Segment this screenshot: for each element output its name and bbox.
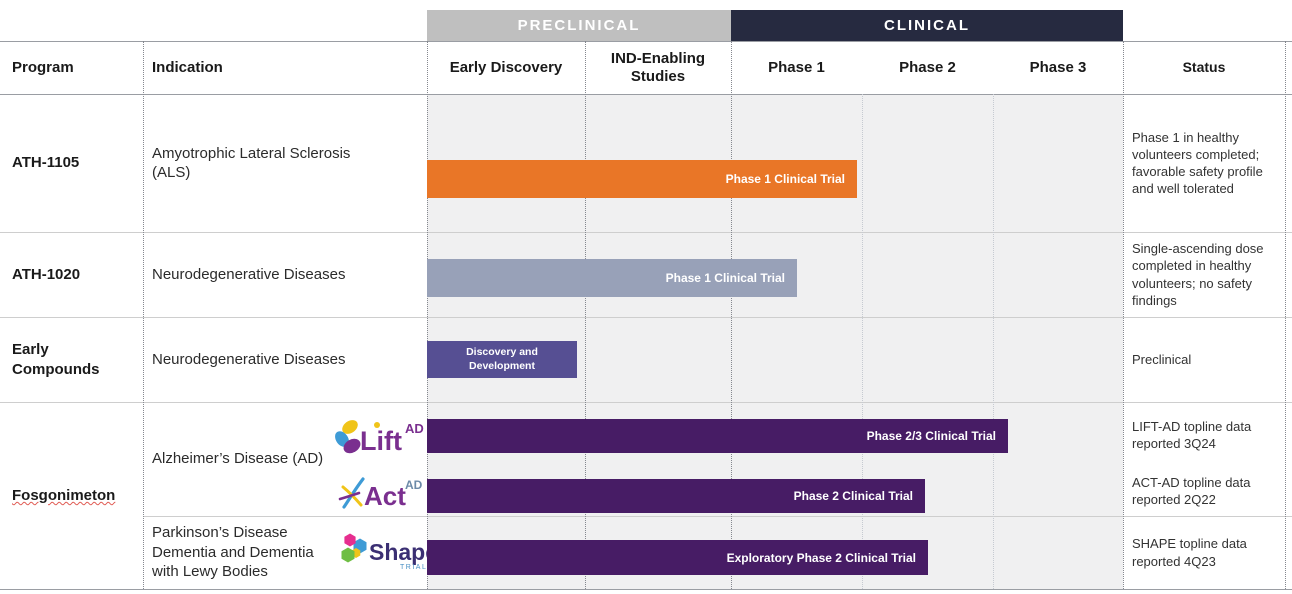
bar-ath-1020-phase1: Phase 1 Clinical Trial bbox=[427, 259, 797, 297]
shape-hex-green-icon bbox=[341, 547, 355, 563]
row-divider bbox=[0, 317, 1292, 318]
lift-petal-yellow-icon bbox=[342, 420, 358, 434]
lift-dot-icon bbox=[374, 422, 380, 428]
program-fosgonimeton: Fosgonimeton bbox=[12, 402, 137, 589]
status-ath-1105: Phase 1 in healthy volunteers completed;… bbox=[1132, 129, 1263, 197]
divider-header-top bbox=[0, 41, 1292, 42]
column-header-early-discovery: Early Discovery bbox=[449, 58, 563, 76]
indication-early-compounds: Neurodegenerative Diseases bbox=[152, 350, 346, 368]
bar-label: Discovery and Development bbox=[466, 346, 538, 372]
indication-parkinsons: Parkinson’s Disease Dementia and Dementi… bbox=[152, 524, 314, 581]
row-divider bbox=[143, 516, 1292, 517]
lift-ad-logo: Lift AD bbox=[335, 420, 424, 456]
preclinical-banner-label: PRECLINICAL bbox=[517, 17, 641, 34]
column-divider bbox=[1123, 41, 1124, 589]
lift-petal-blue-icon bbox=[335, 431, 349, 447]
shape-logo-sub: TRIAL bbox=[400, 564, 427, 571]
divider-header-bottom bbox=[0, 94, 1292, 95]
row-divider bbox=[0, 402, 1292, 403]
indication-ath-1105: Amyotrophic Lateral Sclerosis (ALS) bbox=[152, 144, 351, 182]
column-divider bbox=[143, 41, 144, 589]
status-shape: SHAPE topline data reported 4Q23 bbox=[1132, 536, 1247, 569]
program-ath-1020: ATH-1020 bbox=[12, 265, 81, 283]
divider-bottom bbox=[0, 589, 1292, 590]
act-spark-blue-icon bbox=[342, 477, 365, 509]
program-ath-1105: ATH-1105 bbox=[12, 154, 80, 172]
column-divider bbox=[731, 41, 732, 589]
bar-label: Phase 1 Clinical Trial bbox=[725, 172, 845, 186]
shape-hex-pink-icon bbox=[344, 533, 356, 547]
column-divider bbox=[427, 41, 428, 589]
status-early-compounds: Preclinical bbox=[1132, 351, 1192, 367]
column-header-indication: Indication bbox=[152, 58, 223, 76]
act-logo-text: Act bbox=[364, 481, 406, 511]
preclinical-banner: PRECLINICAL bbox=[427, 10, 731, 41]
column-header-phase3: Phase 3 bbox=[1029, 58, 1087, 76]
lift-petal-purple-icon bbox=[343, 438, 361, 454]
clinical-banner: CLINICAL bbox=[731, 10, 1123, 41]
column-header-phase1: Phase 1 bbox=[768, 58, 825, 76]
bar-early-compounds-discovery: Discovery and Development bbox=[427, 341, 577, 378]
lift-logo-sup: AD bbox=[405, 421, 424, 436]
bar-fosgonimeton-lift: Phase 2/3 Clinical Trial bbox=[427, 419, 1008, 453]
column-divider bbox=[993, 94, 994, 589]
bar-label: Phase 2 Clinical Trial bbox=[793, 489, 913, 503]
bar-label: Phase 2/3 Clinical Trial bbox=[866, 429, 996, 443]
bar-label: Exploratory Phase 2 Clinical Trial bbox=[726, 550, 916, 565]
act-spark-purple-icon bbox=[338, 491, 361, 501]
indication-ath-1020: Neurodegenerative Diseases bbox=[152, 265, 346, 283]
column-divider bbox=[585, 41, 586, 589]
lift-logo-text: Lift bbox=[360, 426, 402, 456]
bar-ath-1105-phase1: Phase 1 Clinical Trial bbox=[427, 160, 857, 198]
bar-fosgonimeton-act: Phase 2 Clinical Trial bbox=[427, 479, 925, 513]
shape-trial-logo: Shape TRIAL bbox=[341, 533, 428, 571]
program-early-compounds: Early Compounds bbox=[12, 341, 100, 378]
column-header-program: Program bbox=[12, 58, 74, 76]
bar-label: Phase 1 Clinical Trial bbox=[665, 271, 785, 285]
bar-fosgonimeton-shape: Exploratory Phase 2 Clinical Trial bbox=[427, 540, 928, 575]
column-divider bbox=[1285, 41, 1286, 589]
status-ath-1020: Single-ascending dose completed in healt… bbox=[1132, 241, 1264, 308]
column-header-ind-enabling: IND-Enabling Studies bbox=[610, 50, 706, 85]
clinical-banner-label: CLINICAL bbox=[884, 17, 970, 34]
indication-alzheimers: Alzheimer’s Disease (AD) bbox=[152, 450, 324, 468]
column-divider bbox=[862, 94, 863, 589]
status-lift-ad: LIFT-AD topline data reported 3Q24 bbox=[1132, 418, 1252, 451]
act-logo-sup: AD bbox=[405, 478, 423, 492]
status-act-ad: ACT-AD topline data reported 2Q22 bbox=[1132, 474, 1251, 507]
column-header-phase2: Phase 2 bbox=[899, 58, 956, 76]
program-fosgonimeton-label: Fosgonimeton bbox=[12, 486, 116, 504]
shape-logo-text: Shape bbox=[369, 539, 428, 565]
column-header-status: Status bbox=[1182, 59, 1226, 76]
act-ad-logo: Act AD bbox=[338, 477, 423, 511]
row-divider bbox=[0, 232, 1292, 233]
